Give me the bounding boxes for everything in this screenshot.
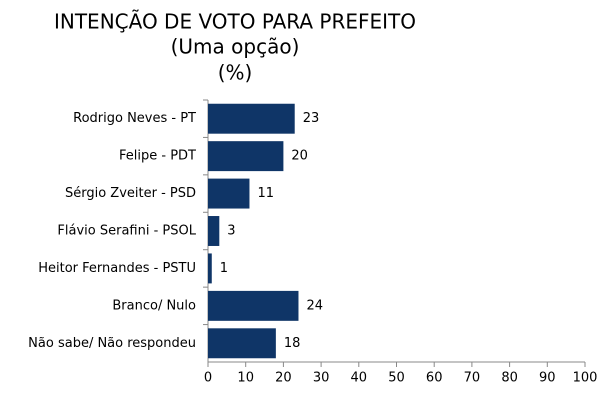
x-tick-label: 10 bbox=[237, 371, 254, 386]
bar bbox=[208, 216, 220, 246]
x-tick-label: 40 bbox=[351, 371, 368, 386]
value-label: 11 bbox=[257, 186, 274, 201]
y-tick-label: Não sabe/ Não respondeu bbox=[28, 336, 196, 351]
y-tick-label: Heitor Fernandes - PSTU bbox=[38, 261, 196, 276]
x-tick-label: 100 bbox=[573, 371, 598, 386]
y-tick-label: Felipe - PDT bbox=[119, 149, 196, 164]
x-tick-label: 60 bbox=[426, 371, 443, 386]
x-tick-label: 80 bbox=[501, 371, 518, 386]
bar bbox=[208, 141, 284, 172]
y-tick-label: Sérgio Zveiter - PSD bbox=[65, 186, 196, 201]
y-tick-label: Flávio Serafini - PSOL bbox=[57, 224, 196, 239]
y-tick-label: Rodrigo Neves - PT bbox=[73, 111, 196, 126]
value-label: 3 bbox=[227, 224, 235, 239]
value-label: 18 bbox=[284, 336, 301, 351]
bar bbox=[208, 328, 276, 359]
chart-subtitle: (Uma opção) bbox=[171, 35, 300, 59]
value-label: 24 bbox=[306, 298, 323, 313]
bar bbox=[208, 253, 212, 284]
y-tick-label: Branco/ Nulo bbox=[112, 298, 196, 313]
chart-unit: (%) bbox=[218, 61, 253, 85]
value-label: 20 bbox=[291, 149, 308, 164]
value-label: 23 bbox=[303, 111, 320, 126]
x-tick-label: 20 bbox=[275, 371, 292, 386]
value-label: 1 bbox=[220, 261, 228, 276]
bar bbox=[208, 178, 250, 209]
bar bbox=[208, 290, 299, 321]
x-tick-label: 70 bbox=[464, 371, 481, 386]
chart-title: INTENÇÃO DE VOTO PARA PREFEITO bbox=[54, 10, 416, 34]
x-tick-label: 90 bbox=[539, 371, 556, 386]
x-tick-label: 0 bbox=[204, 371, 212, 386]
x-tick-label: 50 bbox=[388, 371, 405, 386]
bar bbox=[208, 103, 295, 134]
x-tick-label: 30 bbox=[313, 371, 330, 386]
